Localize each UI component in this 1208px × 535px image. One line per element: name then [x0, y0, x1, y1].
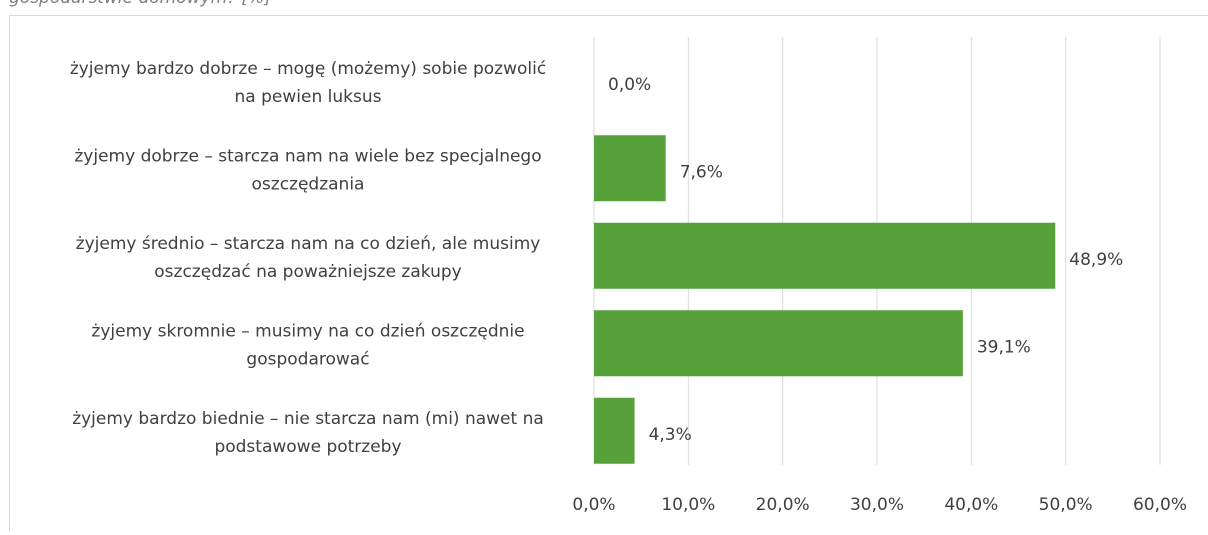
x-tick-label: 60,0%	[1133, 495, 1187, 515]
data-label: 7,6%	[680, 162, 723, 182]
data-label: 48,9%	[1069, 250, 1123, 270]
data-label: 39,1%	[977, 337, 1031, 357]
y-tick-label: żyjemy bardzo dobrze – mogę (możemy) sob…	[70, 59, 546, 79]
y-tick-label: oszczędzać na poważniejsze zakupy	[154, 262, 461, 282]
y-tick-label: żyjemy bardzo biednie – nie starcza nam …	[72, 409, 544, 429]
x-tick-label: 40,0%	[944, 495, 998, 515]
x-tick-label: 20,0%	[756, 495, 810, 515]
y-tick-label: gospodarować	[246, 349, 369, 369]
y-tick-label: oszczędzania	[252, 174, 365, 194]
chart-title: gospodarstwie domowym? [%]	[9, 0, 271, 8]
x-tick-label: 30,0%	[850, 495, 904, 515]
x-tick-label: 0,0%	[572, 495, 615, 515]
x-tick-label: 10,0%	[661, 495, 715, 515]
y-tick-label: podstawowe potrzeby	[214, 437, 401, 457]
y-tick-label: żyjemy skromnie – musimy na co dzień osz…	[91, 321, 524, 341]
y-tick-label: żyjemy dobrze – starcza nam na wiele bez…	[74, 146, 541, 166]
y-tick-label: na pewien luksus	[235, 87, 382, 107]
data-label: 0,0%	[608, 75, 651, 95]
bar	[594, 398, 635, 464]
bar	[594, 223, 1055, 289]
y-tick-label: żyjemy średnio – starcza nam na co dzień…	[76, 234, 541, 254]
bar	[594, 135, 666, 201]
x-tick-label: 50,0%	[1039, 495, 1093, 515]
bar	[594, 310, 963, 376]
data-label: 4,3%	[649, 425, 692, 445]
